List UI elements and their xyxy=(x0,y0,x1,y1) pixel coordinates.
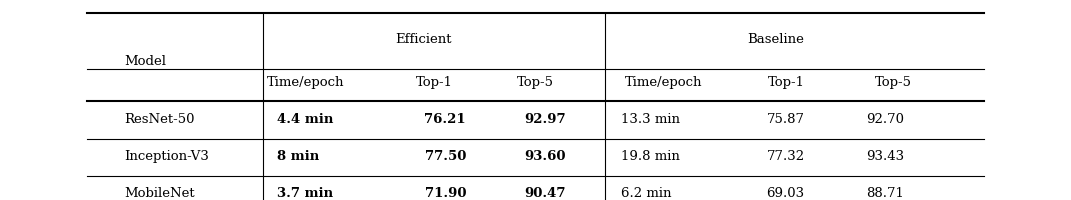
Text: Time/epoch: Time/epoch xyxy=(267,76,345,89)
Text: 6.2 min: 6.2 min xyxy=(621,187,672,200)
Text: 71.90: 71.90 xyxy=(424,187,466,200)
Text: 75.87: 75.87 xyxy=(767,113,804,126)
Text: MobileNet: MobileNet xyxy=(124,187,195,200)
Text: 3.7 min: 3.7 min xyxy=(277,187,333,200)
Text: 92.97: 92.97 xyxy=(524,113,565,126)
Text: Top-1: Top-1 xyxy=(768,76,805,89)
Text: 90.47: 90.47 xyxy=(524,187,565,200)
Text: ResNet-50: ResNet-50 xyxy=(124,113,195,126)
Text: 92.70: 92.70 xyxy=(866,113,904,126)
Text: 77.50: 77.50 xyxy=(425,150,466,163)
Text: 8 min: 8 min xyxy=(277,150,319,163)
Text: 4.4 min: 4.4 min xyxy=(277,113,333,126)
Text: Inception-V3: Inception-V3 xyxy=(124,150,209,163)
Text: 93.60: 93.60 xyxy=(524,150,565,163)
Text: 76.21: 76.21 xyxy=(424,113,466,126)
Text: Efficient: Efficient xyxy=(395,33,452,46)
Text: 19.8 min: 19.8 min xyxy=(621,150,680,163)
Text: Top-5: Top-5 xyxy=(875,76,911,89)
Text: Top-1: Top-1 xyxy=(416,76,453,89)
Text: Top-5: Top-5 xyxy=(517,76,554,89)
Text: 69.03: 69.03 xyxy=(767,187,804,200)
Text: Model: Model xyxy=(124,55,166,68)
Text: Baseline: Baseline xyxy=(748,33,804,46)
Text: 13.3 min: 13.3 min xyxy=(621,113,680,126)
Text: 77.32: 77.32 xyxy=(767,150,804,163)
Text: Time/epoch: Time/epoch xyxy=(625,76,703,89)
Text: 88.71: 88.71 xyxy=(866,187,904,200)
Text: 93.43: 93.43 xyxy=(866,150,904,163)
